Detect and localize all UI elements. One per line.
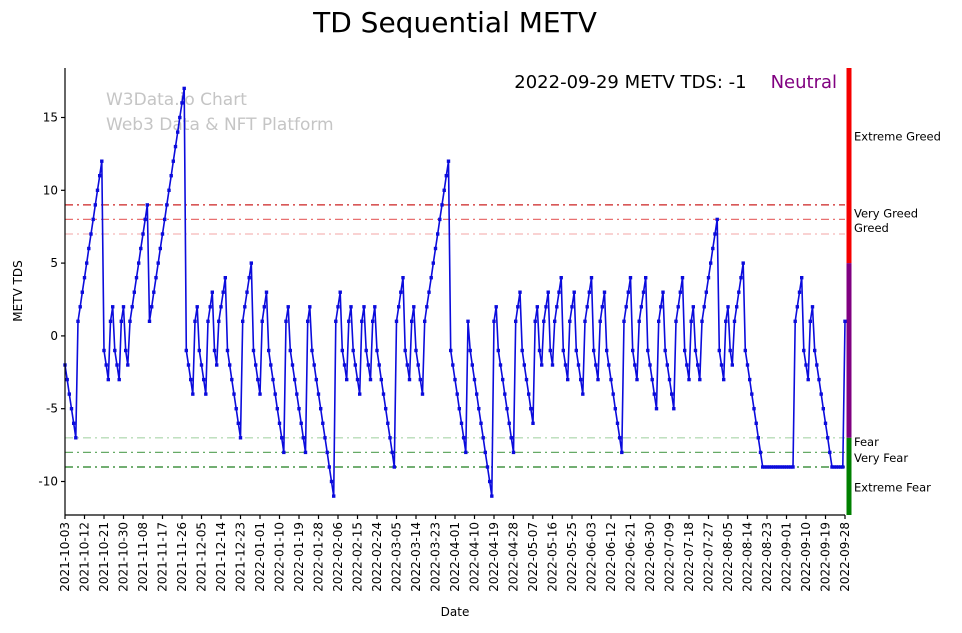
x-tick-label: 2022-01-10 <box>273 522 287 592</box>
zone-label: Fear <box>854 435 879 449</box>
x-tick-label: 2021-12-14 <box>214 522 228 592</box>
sentiment-side-bar <box>846 68 852 515</box>
x-tick-label: 2021-12-05 <box>195 522 209 592</box>
x-tick-label: 2021-10-21 <box>97 522 111 592</box>
x-tick-label: 2022-06-21 <box>624 522 638 592</box>
x-tick-label: 2022-04-19 <box>487 522 501 592</box>
x-tick-labels: 2021-10-03 2021-10-12 2021-10-21 2021-10-30… <box>58 515 852 592</box>
x-tick-label: 2022-04-10 <box>468 522 482 592</box>
x-tick-label: 2022-06-03 <box>585 522 599 592</box>
zone-label: Extreme Greed <box>854 129 941 143</box>
x-tick-label: 2022-07-09 <box>663 522 677 592</box>
y-axis-title: METV TDS <box>11 260 25 322</box>
x-tick-label: 2021-10-12 <box>78 522 92 592</box>
x-tick-label: 2022-02-06 <box>331 522 345 592</box>
x-tick-label: 2021-11-26 <box>175 522 189 592</box>
side-bar-segment <box>846 68 852 264</box>
watermark: W3Data.io Chart Web3 Data & NFT Platform <box>106 88 334 138</box>
x-tick-label: 2022-09-01 <box>780 522 794 592</box>
x-tick-label: 2022-08-14 <box>741 522 755 592</box>
watermark-line1: W3Data.io Chart <box>106 90 247 110</box>
x-tick-label: 2021-11-17 <box>156 522 170 592</box>
x-tick-label: 2022-02-24 <box>370 522 384 592</box>
x-tick-label: 2022-09-10 <box>799 522 813 592</box>
zone-label: Greed <box>854 221 889 235</box>
x-tick-label: 2022-03-05 <box>390 522 404 592</box>
axes-spines <box>64 68 845 516</box>
x-tick-label: 2022-01-28 <box>312 522 326 592</box>
x-tick-label: 2021-10-03 <box>58 522 72 592</box>
x-tick-label: 2022-07-27 <box>702 522 716 592</box>
current-reading: 2022-09-29 METV TDS: -1 Neutral <box>514 72 837 93</box>
zone-label: Very Fear <box>854 451 908 465</box>
sentiment-status: Neutral <box>770 72 837 93</box>
y-tick-label: 10 <box>43 183 58 197</box>
x-tick-label: 2022-06-30 <box>643 522 657 592</box>
x-tick-label: 2022-09-19 <box>819 522 833 592</box>
x-tick-label: 2022-03-23 <box>429 522 443 592</box>
x-tick-label: 2022-03-14 <box>409 522 423 592</box>
x-tick-label: 2022-04-01 <box>448 522 462 592</box>
y-tick-label: 0 <box>50 329 58 343</box>
x-tick-label: 2022-09-28 <box>838 522 852 592</box>
y-tick-label: -10 <box>38 475 58 489</box>
x-tick-label: 2021-12-23 <box>234 522 248 592</box>
tds-line <box>64 88 846 497</box>
x-tick-label: 2022-01-01 <box>253 522 267 592</box>
zone-label: Very Greed <box>854 207 918 221</box>
x-tick-label: 2022-05-07 <box>526 522 540 592</box>
x-tick-label: 2021-10-30 <box>117 522 131 592</box>
x-tick-label: 2022-04-28 <box>507 522 521 592</box>
x-tick-label: 2022-01-19 <box>292 522 306 592</box>
y-tick-label: -5 <box>46 402 58 416</box>
x-axis-title: Date <box>440 605 470 619</box>
x-tick-label: 2021-11-08 <box>136 522 150 592</box>
x-tick-label: 2022-08-23 <box>760 522 774 592</box>
chart-title: TD Sequential METV <box>313 6 597 39</box>
y-tick-label: 15 <box>43 111 58 125</box>
x-tick-label: 2022-05-16 <box>546 522 560 592</box>
x-tick-label: 2022-05-25 <box>565 522 579 592</box>
side-bar-segment <box>846 437 852 515</box>
y-tick-labels: -10 -5 0 5 10 15 <box>38 111 65 489</box>
x-tick-label: 2022-06-12 <box>604 522 618 592</box>
watermark-line2: Web3 Data & NFT Platform <box>106 115 334 135</box>
x-tick-label: 2022-07-18 <box>682 522 696 592</box>
y-tick-label: 5 <box>50 256 58 270</box>
x-tick-label: 2022-08-05 <box>721 522 735 592</box>
tds-markers <box>63 86 847 498</box>
zone-label: Extreme Fear <box>854 480 931 494</box>
current-reading-text: 2022-09-29 METV TDS: -1 <box>514 72 747 93</box>
threshold-lines <box>65 204 845 468</box>
side-bar-segment <box>846 263 852 438</box>
x-tick-label: 2022-02-15 <box>351 522 365 592</box>
